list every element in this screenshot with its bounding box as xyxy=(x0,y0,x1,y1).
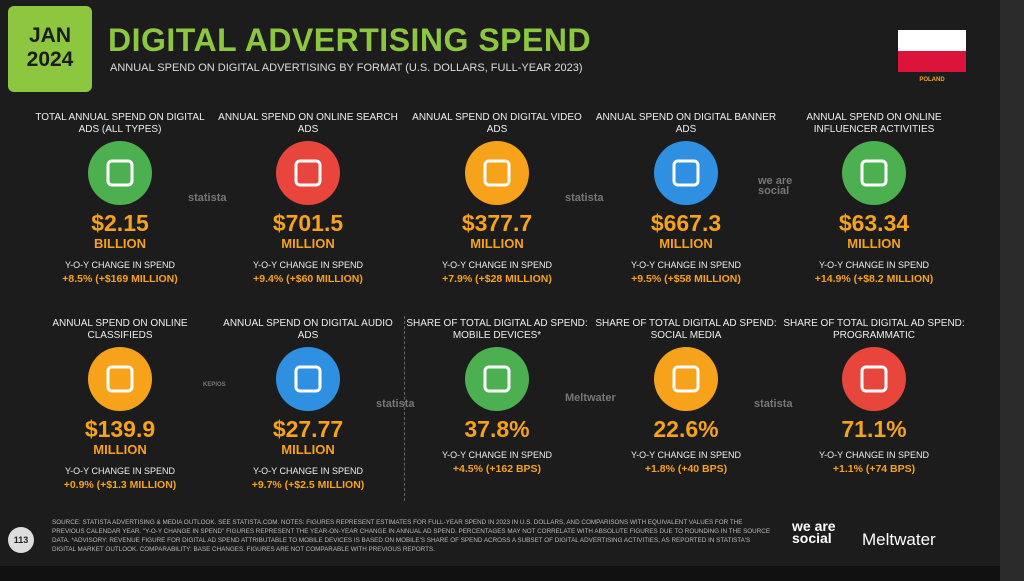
unit: MILLION xyxy=(659,236,713,251)
card-label: ANNUAL SPEND ON DIGITAL AUDIO ADS xyxy=(223,318,393,341)
watermark: statista xyxy=(565,192,604,204)
unit: MILLION xyxy=(93,442,147,457)
change-label: Y-O-Y CHANGE IN SPEND xyxy=(64,466,176,476)
change: +14.9% (+$8.2 MILLION) xyxy=(814,273,934,285)
unit: MILLION xyxy=(281,236,335,251)
card-label: ANNUAL SPEND ON ONLINE CLASSIFIEDS xyxy=(52,318,188,341)
change: +0.9% (+$1.3 MILLION) xyxy=(63,479,177,491)
unit: BILLION xyxy=(94,236,146,251)
page-number: 113 xyxy=(8,527,34,553)
unit: MILLION xyxy=(847,236,901,251)
logo: we are social xyxy=(792,518,836,546)
change-label: Y-O-Y CHANGE IN SPEND xyxy=(818,260,930,270)
change: +9.7% (+$2.5 MILLION) xyxy=(251,479,365,491)
date-badge: JAN 2024 xyxy=(8,6,92,92)
divider xyxy=(404,316,405,501)
logo: Meltwater xyxy=(862,530,936,549)
change: +4.5% (+162 BPS) xyxy=(452,463,542,475)
stat-card: ANNUAL SPEND ON DIGITAL AUDIO ADS $27.77 M… xyxy=(213,318,403,491)
value: $63.34 xyxy=(838,210,910,236)
icon xyxy=(276,347,340,411)
icon xyxy=(465,141,529,205)
icon xyxy=(276,141,340,205)
card-label: ANNUAL SPEND ON DIGITAL BANNER ADS xyxy=(595,112,777,135)
footnote: SOURCE: STATISTA ADVERTISING & MEDIA OUT… xyxy=(52,519,771,553)
card-label: ANNUAL SPEND ON ONLINE SEARCH ADS xyxy=(218,112,398,135)
watermark: Meltwater xyxy=(565,392,616,404)
card-label: SHARE OF TOTAL DIGITAL AD SPEND: PROGRAM… xyxy=(783,318,965,341)
stat-card: ANNUAL SPEND ON DIGITAL VIDEO ADS $377.7 M… xyxy=(402,112,592,285)
change-label: Y-O-Y CHANGE IN SPEND xyxy=(441,260,553,270)
title: DIGITAL ADVERTISING SPEND xyxy=(108,22,592,58)
value: $377.7 xyxy=(461,210,533,236)
change-label: Y-O-Y CHANGE IN SPEND xyxy=(252,260,364,270)
change: +9.5% (+$58 MILLION) xyxy=(631,273,741,285)
stat-card: SHARE OF TOTAL DIGITAL AD SPEND: PROGRAM… xyxy=(779,318,969,475)
card-label: ANNUAL SPEND ON DIGITAL VIDEO ADS xyxy=(412,112,582,135)
change-label: Y-O-Y CHANGE IN SPEND xyxy=(441,450,553,460)
value: $27.77 xyxy=(272,416,344,442)
value: $139.9 xyxy=(84,416,156,442)
change: +7.9% (+$28 MILLION) xyxy=(442,273,552,285)
change: +1.8% (+40 BPS) xyxy=(644,463,728,475)
badge-month: JAN xyxy=(28,24,71,47)
stat-card: SHARE OF TOTAL DIGITAL AD SPEND: SOCIAL … xyxy=(591,318,781,475)
value: 71.1% xyxy=(841,416,907,442)
stat-card: ANNUAL SPEND ON ONLINE CLASSIFIEDS $139.9… xyxy=(25,318,215,491)
icon xyxy=(842,141,906,205)
change-label: Y-O-Y CHANGE IN SPEND xyxy=(64,260,176,270)
card-label: SHARE OF TOTAL DIGITAL AD SPEND: SOCIAL … xyxy=(595,318,777,341)
change-label: Y-O-Y CHANGE IN SPEND xyxy=(630,450,742,460)
stat-card: ANNUAL SPEND ON ONLINE INFLUENCER ACTIVI… xyxy=(779,112,969,285)
flag xyxy=(898,30,966,72)
card-label: TOTAL ANNUAL SPEND ON DIGITAL ADS (ALL T… xyxy=(35,112,205,135)
stat-card: SHARE OF TOTAL DIGITAL AD SPEND: MOBILE … xyxy=(402,318,592,475)
value: 22.6% xyxy=(653,416,719,442)
value: $667.3 xyxy=(650,210,722,236)
icon xyxy=(88,141,152,205)
watermark: statista xyxy=(754,398,793,410)
icon xyxy=(88,347,152,411)
icon xyxy=(842,347,906,411)
change: +9.4% (+$60 MILLION) xyxy=(253,273,363,285)
country: POLAND xyxy=(919,77,945,83)
icon xyxy=(465,347,529,411)
change: +8.5% (+$169 MILLION) xyxy=(62,273,178,285)
stat-card: ANNUAL SPEND ON ONLINE SEARCH ADS $701.5 M… xyxy=(213,112,403,285)
value: $2.15 xyxy=(91,210,149,236)
unit: MILLION xyxy=(281,442,335,457)
subtitle: ANNUAL SPEND ON DIGITAL ADVERTISING BY F… xyxy=(110,62,583,74)
card-label: ANNUAL SPEND ON ONLINE INFLUENCER ACTIVI… xyxy=(806,112,942,135)
change: +1.1% (+74 BPS) xyxy=(832,463,916,475)
badge-year: 2024 xyxy=(26,48,74,71)
watermark: statista xyxy=(188,192,227,204)
change-label: Y-O-Y CHANGE IN SPEND xyxy=(252,466,364,476)
change-label: Y-O-Y CHANGE IN SPEND xyxy=(818,450,930,460)
window-edge xyxy=(1000,0,1024,581)
change-label: Y-O-Y CHANGE IN SPEND xyxy=(630,260,742,270)
watermark: KEPIOS xyxy=(203,382,226,388)
slide: JAN 2024 DIGITAL ADVERTISING SPEND ANNUA… xyxy=(0,0,1000,566)
watermark: statista xyxy=(376,398,415,410)
value: $701.5 xyxy=(272,210,344,236)
watermark: we are social xyxy=(758,175,793,197)
stat-card: ANNUAL SPEND ON DIGITAL BANNER ADS $667.3… xyxy=(591,112,781,285)
card-label: SHARE OF TOTAL DIGITAL AD SPEND: MOBILE … xyxy=(406,318,588,341)
icon xyxy=(654,347,718,411)
value: 37.8% xyxy=(464,416,530,442)
unit: MILLION xyxy=(470,236,524,251)
icon xyxy=(654,141,718,205)
stat-card: TOTAL ANNUAL SPEND ON DIGITAL ADS (ALL T… xyxy=(25,112,215,285)
